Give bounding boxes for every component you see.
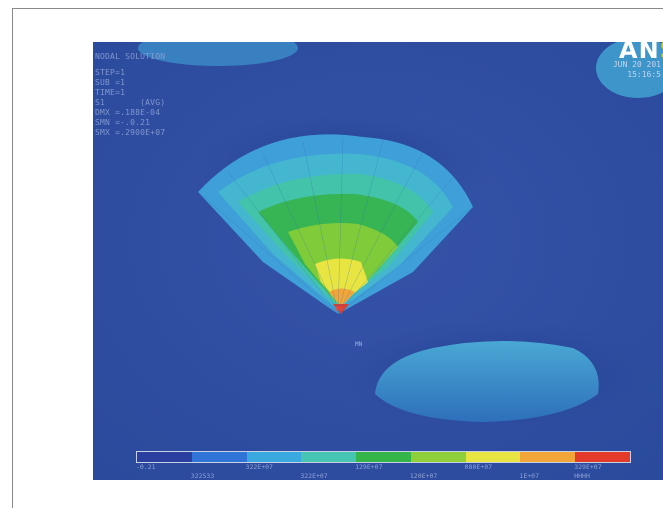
hud-time: TIME=1 xyxy=(95,88,126,97)
hud-step: STEP=1 xyxy=(95,68,126,77)
contour-legend-bar xyxy=(136,451,631,463)
cone-yellow-band xyxy=(315,258,368,304)
legend-label-top: 322E+07 xyxy=(245,463,273,471)
legend-label-top: 129E+07 xyxy=(355,463,383,471)
hud-title: NODAL SOLUTION xyxy=(95,52,166,61)
legend-label-bottom: 120E+07 xyxy=(409,472,438,480)
time-line: 15:16:5 xyxy=(627,70,661,79)
legend-swatch xyxy=(465,452,521,462)
contour-legend-labels: -0.21 322E+07 129E+07 080E+07 329E+07 322533 3… xyxy=(133,463,663,480)
legend-label-bottom: 322533 xyxy=(190,472,215,480)
legend-label-bottom: 1E+07 xyxy=(519,472,540,480)
legend-swatch xyxy=(246,452,302,462)
cone-orange-band xyxy=(329,288,355,307)
hud-sub: SUB =1 xyxy=(95,78,126,87)
stress-contour-plot xyxy=(93,42,663,480)
frame-top-border xyxy=(12,8,663,9)
legend-swatch xyxy=(137,452,192,462)
top-right-bump xyxy=(596,42,663,98)
hud-smn: SMN =-.0.21 xyxy=(95,118,151,127)
legend-label-bottom: HHHH xyxy=(574,472,590,480)
legend-swatch xyxy=(301,452,357,462)
cone-mesh xyxy=(197,137,474,315)
legend-label-top: -0.21 xyxy=(136,463,156,471)
top-left-bump xyxy=(138,42,298,66)
hud-smx: SMX =.2900E+07 xyxy=(95,128,166,137)
legend-label-bottom: 322E+07 xyxy=(300,472,328,480)
min-marker: MN xyxy=(355,341,363,348)
hud-s1: S1 (AVG) xyxy=(95,98,166,107)
date-stamp: JUN 20 201 15:16:5 xyxy=(613,60,661,80)
max-marker: MX xyxy=(336,306,344,313)
legend-label-top: 080E+07 xyxy=(464,463,493,471)
bottom-island xyxy=(375,341,599,422)
legend-label-top: 329E+07 xyxy=(574,463,602,471)
legend-swatch xyxy=(356,452,411,462)
ansys-logo: ANS xyxy=(619,42,663,64)
cone-tip xyxy=(333,304,349,314)
legend-swatch xyxy=(520,452,576,462)
legend-swatch xyxy=(191,452,247,462)
legend-swatch xyxy=(575,452,631,462)
legend-swatch xyxy=(410,452,466,462)
hud-dmx: DMX =.188E-04 xyxy=(95,108,161,117)
graphics-viewport[interactable]: NODAL SOLUTION STEP=1 SUB =1 TIME=1 S1 (… xyxy=(93,42,663,480)
frame-left-border xyxy=(12,8,13,508)
date-line: JUN 20 201 xyxy=(612,60,661,69)
